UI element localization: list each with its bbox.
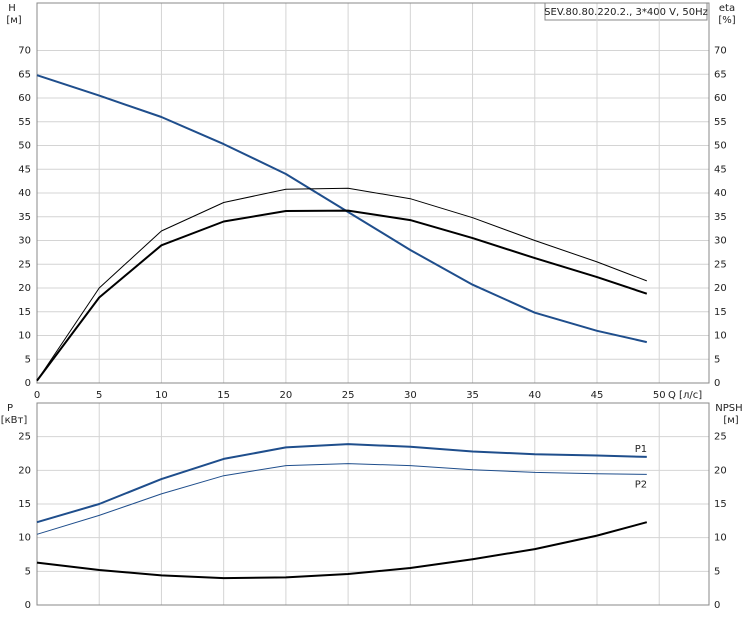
y2-label: NPSH bbox=[715, 403, 742, 414]
y2-tick-label: 0 bbox=[714, 600, 720, 611]
y-tick-label: 0 bbox=[25, 378, 31, 389]
y2-tick-label: 65 bbox=[714, 69, 727, 80]
y2-tick-label: 30 bbox=[714, 236, 727, 247]
series-line bbox=[36, 521, 648, 580]
y2-unit: [м] bbox=[723, 415, 738, 426]
x-tick-label: 35 bbox=[466, 390, 479, 401]
y2-unit: [%] bbox=[718, 15, 735, 26]
x-tick-label: 0 bbox=[34, 390, 40, 401]
chart-title: SEV.80.80.220.2., 3*400 V, 50Hz bbox=[544, 7, 708, 18]
y-unit: [кВт] bbox=[1, 415, 28, 426]
legend-label: P1 bbox=[635, 444, 647, 455]
y-tick-label: 25 bbox=[18, 259, 31, 270]
y-tick-label: 20 bbox=[18, 465, 31, 476]
plot-frame bbox=[36, 2, 710, 384]
y-unit: [м] bbox=[6, 15, 21, 26]
x-tick-label: 5 bbox=[96, 390, 102, 401]
y2-tick-label: 50 bbox=[714, 141, 727, 152]
y2-tick-label: 5 bbox=[714, 354, 720, 365]
x-tick-label: 25 bbox=[342, 390, 355, 401]
x-tick-label: 50 bbox=[653, 390, 666, 401]
x-tick-label: 15 bbox=[217, 390, 230, 401]
plot-frame bbox=[36, 402, 710, 606]
y2-tick-label: 10 bbox=[714, 533, 727, 544]
series-line bbox=[36, 443, 647, 524]
y-tick-label: 15 bbox=[18, 307, 31, 318]
y2-tick-label: 25 bbox=[714, 432, 727, 443]
y2-label: eta bbox=[719, 3, 735, 14]
y2-tick-label: 60 bbox=[714, 93, 727, 104]
y-label: P bbox=[7, 403, 13, 414]
y-label: H bbox=[8, 3, 16, 14]
y-tick-label: 50 bbox=[18, 141, 31, 152]
y-tick-label: 35 bbox=[18, 212, 31, 223]
x-tick-label: 30 bbox=[404, 390, 417, 401]
y-tick-label: 5 bbox=[25, 354, 31, 365]
series-line bbox=[36, 187, 647, 381]
y-tick-label: 65 bbox=[18, 69, 31, 80]
y-tick-label: 45 bbox=[18, 164, 31, 175]
y2-tick-label: 55 bbox=[714, 117, 727, 128]
y-tick-label: 10 bbox=[18, 533, 31, 544]
y2-tick-label: 20 bbox=[714, 465, 727, 476]
x-tick-label: 45 bbox=[591, 390, 604, 401]
x-tick-label: 10 bbox=[155, 390, 168, 401]
y-tick-label: 25 bbox=[18, 432, 31, 443]
x-tick-label: 40 bbox=[528, 390, 541, 401]
legend-label: P2 bbox=[635, 479, 647, 490]
y2-tick-label: 0 bbox=[714, 378, 720, 389]
y-tick-label: 0 bbox=[25, 600, 31, 611]
x-tick-label: 20 bbox=[280, 390, 293, 401]
y-tick-label: 30 bbox=[18, 236, 31, 247]
y-tick-label: 5 bbox=[25, 566, 31, 577]
y2-tick-label: 25 bbox=[714, 259, 727, 270]
y-tick-label: 20 bbox=[18, 283, 31, 294]
y2-tick-label: 70 bbox=[714, 46, 727, 57]
y2-tick-label: 20 bbox=[714, 283, 727, 294]
y-tick-label: 70 bbox=[18, 46, 31, 57]
y2-tick-label: 15 bbox=[714, 499, 727, 510]
y-tick-label: 15 bbox=[18, 499, 31, 510]
y2-tick-label: 45 bbox=[714, 164, 727, 175]
y2-tick-label: 10 bbox=[714, 331, 727, 342]
y2-tick-label: 35 bbox=[714, 212, 727, 223]
series-line bbox=[36, 209, 648, 382]
series-line bbox=[36, 74, 648, 344]
x-label: Q [л/с] bbox=[668, 390, 702, 401]
y-tick-label: 10 bbox=[18, 331, 31, 342]
y2-tick-label: 15 bbox=[714, 307, 727, 318]
y2-tick-label: 40 bbox=[714, 188, 727, 199]
y-tick-label: 55 bbox=[18, 117, 31, 128]
series-line bbox=[36, 463, 647, 535]
y-tick-label: 40 bbox=[18, 188, 31, 199]
y2-tick-label: 5 bbox=[714, 566, 720, 577]
y-tick-label: 60 bbox=[18, 93, 31, 104]
